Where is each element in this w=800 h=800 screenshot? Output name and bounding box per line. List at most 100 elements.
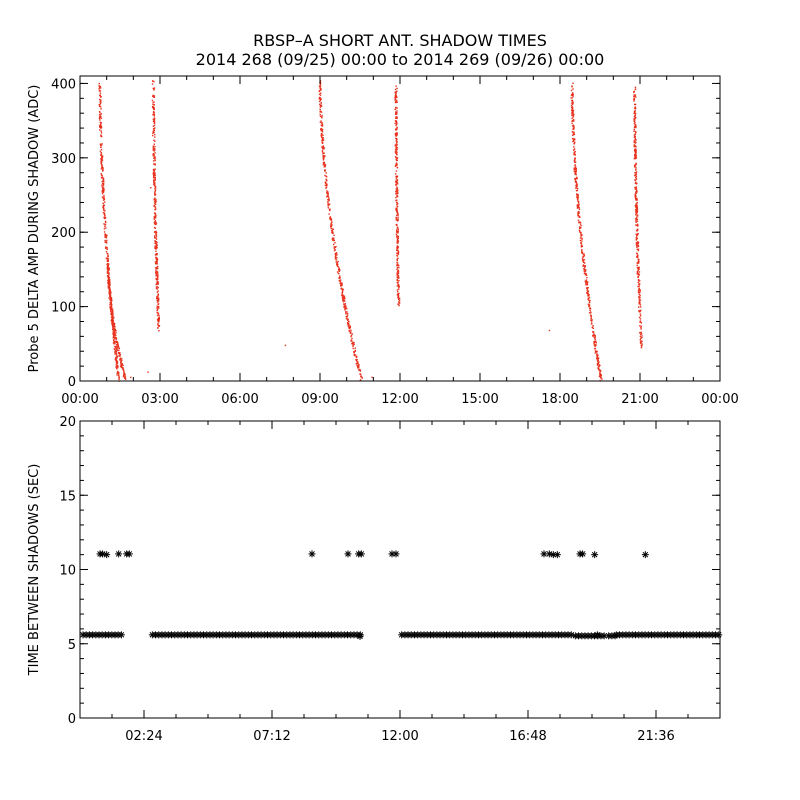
top-data-point: [106, 248, 108, 251]
top-data-point: [152, 125, 155, 127]
top-data-point: [634, 188, 637, 190]
top-data-point: [334, 256, 337, 258]
top-data-point: [397, 297, 400, 299]
top-data-point: [635, 235, 638, 237]
top-data-point: [396, 183, 399, 185]
top-data-point: [594, 347, 596, 350]
top-data-point: [155, 208, 157, 210]
top-data-point: [157, 300, 159, 303]
top-data-point: [594, 334, 596, 337]
top-data-point: [637, 275, 639, 278]
top-data-point: [99, 90, 102, 92]
top-data-point: [100, 174, 103, 176]
top-data-point: [634, 133, 636, 135]
top-data-point: [324, 164, 327, 166]
top-data-point: [101, 164, 103, 166]
top-data-point: [112, 333, 114, 335]
top-data-point: [397, 242, 399, 244]
top-data-point: [153, 101, 155, 103]
top-data-point: [637, 242, 640, 244]
top-data-point: [396, 195, 399, 198]
top-data-point: [100, 135, 103, 138]
top-data-point: [106, 263, 108, 266]
top-data-point: [575, 196, 578, 198]
top-y-tick-label: 300: [51, 152, 76, 167]
top-data-point: [99, 87, 102, 89]
top-data-point: [98, 104, 101, 107]
top-data-point: [108, 267, 110, 269]
top-data-point: [397, 296, 400, 298]
top-data-point: [584, 273, 587, 276]
top-data-point: [155, 266, 158, 269]
top-data-point: [107, 258, 110, 260]
top-data-point: [635, 239, 638, 241]
top-data-point: [330, 225, 333, 227]
bottom-data-point: [125, 550, 133, 558]
top-data-point: [575, 167, 578, 170]
top-data-point: [101, 184, 103, 186]
top-data-point: [322, 157, 325, 160]
top-data-point: [396, 157, 398, 159]
top-data-point: [396, 278, 398, 281]
top-data-point: [117, 343, 119, 346]
top-data-point: [634, 205, 637, 207]
top-data-point: [329, 218, 331, 220]
top-data-point: [584, 265, 587, 267]
top-data-point: [395, 147, 397, 150]
top-data-point: [581, 249, 583, 251]
top-data-point: [111, 306, 113, 308]
top-data-point: [115, 340, 117, 343]
top-data-point: [572, 102, 574, 104]
bottom-data-point: [308, 550, 316, 558]
top-data-point: [634, 149, 636, 151]
top-data-point: [99, 94, 101, 97]
top-data-point: [101, 166, 103, 169]
top-data-point: [330, 222, 333, 224]
top-data-point: [633, 144, 636, 146]
top-data-point: [326, 192, 329, 195]
top-data-point: [152, 153, 154, 155]
top-data-point: [101, 161, 103, 163]
top-data-point: [597, 359, 599, 362]
top-data-point: [599, 364, 601, 367]
top-data-point: [583, 253, 585, 255]
top-data-point: [336, 256, 338, 259]
top-data-point: [637, 279, 640, 281]
bottom-data-point: [641, 551, 649, 559]
top-data-point: [394, 165, 397, 167]
top-data-point: [325, 178, 327, 181]
top-data-point: [397, 283, 400, 286]
top-data-point: [118, 374, 120, 376]
top-data-point: [117, 345, 119, 347]
top-data-point: [355, 359, 357, 361]
top-data-point: [154, 136, 156, 138]
top-data-point: [570, 106, 573, 109]
top-data-point: [359, 370, 362, 372]
top-data-point: [355, 363, 357, 365]
top-data-point: [597, 367, 599, 369]
top-data-point: [347, 319, 349, 322]
top-data-point: [115, 344, 118, 346]
top-data-point: [396, 133, 398, 135]
top-data-point: [570, 104, 573, 107]
top-data-point: [397, 303, 399, 305]
top-data-point: [100, 144, 103, 146]
top-data-point: [575, 184, 578, 186]
top-data-point: [319, 103, 321, 105]
top-data-point: [343, 306, 345, 309]
top-data-point: [103, 197, 105, 200]
top-data-point: [573, 148, 576, 150]
top-data-point: [121, 366, 123, 368]
top-data-point: [105, 251, 108, 253]
top-data-point: [153, 129, 156, 132]
top-data-point: [636, 262, 638, 264]
top-data-point: [328, 199, 330, 201]
top-data-point: [634, 108, 637, 110]
top-data-point: [325, 182, 327, 185]
top-data-point: [103, 204, 105, 207]
top-data-point: [99, 119, 101, 121]
top-data-point: [580, 244, 583, 247]
top-data-point: [107, 278, 110, 280]
top-data-point: [572, 133, 575, 136]
